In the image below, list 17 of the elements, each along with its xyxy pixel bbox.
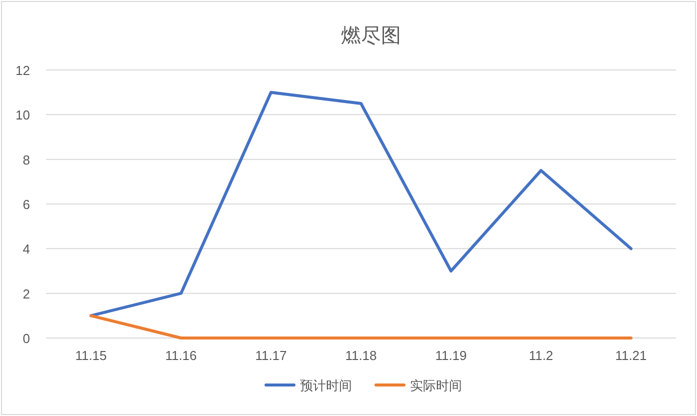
y-tick-label: 6 bbox=[22, 197, 30, 212]
x-tick-label: 11.15 bbox=[75, 348, 107, 363]
y-tick-label: 8 bbox=[22, 152, 30, 168]
y-tick-label: 2 bbox=[22, 286, 30, 302]
x-tick-label: 11.17 bbox=[255, 348, 287, 363]
legend-label: 实际时间 bbox=[410, 378, 462, 393]
y-tick-label: 12 bbox=[16, 63, 30, 78]
y-tick-label: 0 bbox=[22, 331, 30, 346]
x-tick-label: 11.16 bbox=[165, 348, 197, 363]
y-tick-label: 10 bbox=[16, 108, 30, 123]
x-tick-label: 11.19 bbox=[435, 348, 467, 363]
x-tick-label: 11.2 bbox=[528, 348, 554, 363]
x-tick-label: 11.21 bbox=[615, 348, 647, 363]
y-tick-label: 4 bbox=[22, 242, 30, 257]
x-tick-label: 11.18 bbox=[345, 348, 377, 363]
legend-label: 预计时间 bbox=[300, 378, 352, 393]
chart-title: 燃尽图 bbox=[341, 25, 401, 47]
